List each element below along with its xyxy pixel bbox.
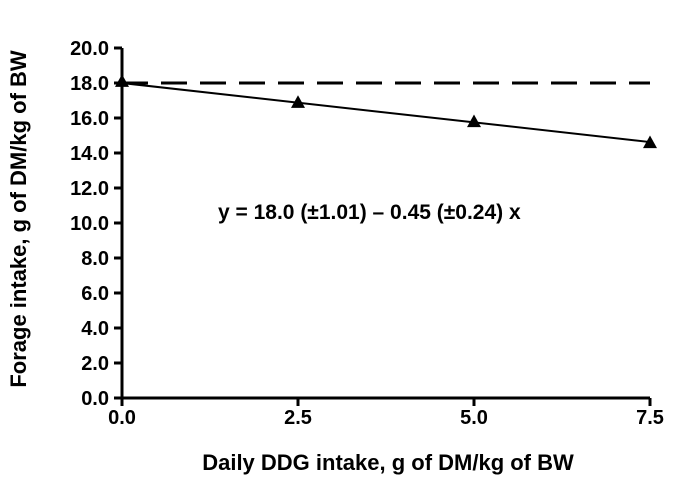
x-ticks: 0.0 2.5 5.0 7.5 <box>108 398 664 429</box>
x-tick-label: 5.0 <box>460 407 488 429</box>
x-tick-label: 7.5 <box>636 407 664 429</box>
y-tick-label: 16.0 <box>70 108 109 130</box>
y-tick-label: 20.0 <box>70 38 109 60</box>
data-point-triangle <box>115 74 129 87</box>
y-tick-label: 14.0 <box>70 143 109 165</box>
y-tick-label: 18.0 <box>70 73 109 95</box>
y-tick-label: 8.0 <box>81 248 109 270</box>
y-ticks: 0.0 2.0 4.0 6.0 8.0 10.0 12.0 14.0 16.0 18.0 20.0 <box>70 38 122 410</box>
y-tick-label: 2.0 <box>81 353 109 375</box>
x-tick-label: 0.0 <box>108 407 136 429</box>
data-point-triangle <box>467 114 481 128</box>
regression-line <box>121 82 651 144</box>
lines <box>121 81 651 144</box>
y-tick-label: 6.0 <box>81 283 109 305</box>
data-points <box>115 74 657 149</box>
y-tick-label: 0.0 <box>81 388 109 410</box>
y-tick-label: 4.0 <box>81 318 109 340</box>
regression-equation: y = 18.0 (±1.01) – 0.45 (±0.24) x <box>218 201 521 224</box>
x-tick-label: 2.5 <box>284 407 312 429</box>
x-axis-title: Daily DDG intake, g of DM/kg of BW <box>202 450 574 475</box>
y-tick-label: 10.0 <box>70 213 109 235</box>
y-tick-label: 12.0 <box>70 178 109 200</box>
y-axis-title: Forage intake, g of DM/kg of BW <box>6 50 31 388</box>
data-point-triangle <box>291 95 305 108</box>
data-point-triangle <box>643 135 657 149</box>
